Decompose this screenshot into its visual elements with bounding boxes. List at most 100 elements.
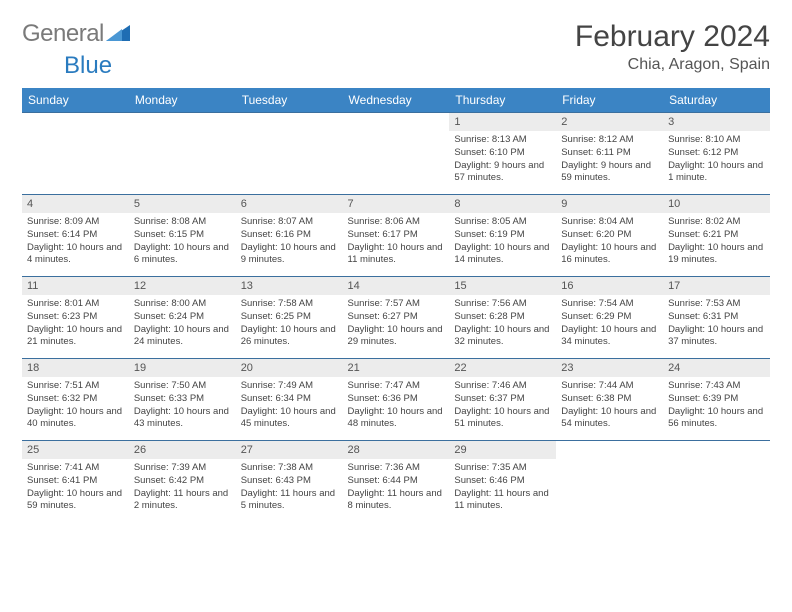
month-title: February 2024 [575, 20, 770, 54]
daylight-text: Daylight: 10 hours and 21 minutes. [27, 324, 124, 350]
sunrise-text: Sunrise: 8:06 AM [348, 216, 445, 229]
calendar-cell: 9Sunrise: 8:04 AMSunset: 6:20 PMDaylight… [556, 195, 663, 277]
day-number: 17 [663, 277, 770, 295]
day-number: 24 [663, 359, 770, 377]
calendar-cell [129, 113, 236, 195]
day-content: Sunrise: 7:51 AMSunset: 6:32 PMDaylight:… [22, 377, 129, 436]
brand-word-2: Blue [64, 52, 112, 79]
day-number: 22 [449, 359, 556, 377]
daylight-text: Daylight: 10 hours and 11 minutes. [348, 242, 445, 268]
sunrise-text: Sunrise: 8:05 AM [454, 216, 551, 229]
day-number: 4 [22, 195, 129, 213]
calendar-cell: 15Sunrise: 7:56 AMSunset: 6:28 PMDayligh… [449, 277, 556, 359]
sunrise-text: Sunrise: 8:00 AM [134, 298, 231, 311]
day-content: Sunrise: 8:07 AMSunset: 6:16 PMDaylight:… [236, 213, 343, 272]
sunrise-text: Sunrise: 8:08 AM [134, 216, 231, 229]
day-content: Sunrise: 8:12 AMSunset: 6:11 PMDaylight:… [556, 131, 663, 190]
day-number: 2 [556, 113, 663, 131]
day-number: 6 [236, 195, 343, 213]
daylight-text: Daylight: 10 hours and 4 minutes. [27, 242, 124, 268]
day-number: 29 [449, 441, 556, 459]
day-content: Sunrise: 7:54 AMSunset: 6:29 PMDaylight:… [556, 295, 663, 354]
daylight-text: Daylight: 10 hours and 1 minute. [668, 160, 765, 186]
sunset-text: Sunset: 6:33 PM [134, 393, 231, 406]
sunrise-text: Sunrise: 7:43 AM [668, 380, 765, 393]
calendar-cell: 19Sunrise: 7:50 AMSunset: 6:33 PMDayligh… [129, 359, 236, 441]
brand-word-2-wrap: Blue [22, 52, 770, 80]
sunrise-text: Sunrise: 7:39 AM [134, 462, 231, 475]
calendar-cell: 13Sunrise: 7:58 AMSunset: 6:25 PMDayligh… [236, 277, 343, 359]
sunrise-text: Sunrise: 7:49 AM [241, 380, 338, 393]
sunrise-text: Sunrise: 7:46 AM [454, 380, 551, 393]
sunset-text: Sunset: 6:21 PM [668, 229, 765, 242]
daylight-text: Daylight: 10 hours and 40 minutes. [27, 406, 124, 432]
sunset-text: Sunset: 6:39 PM [668, 393, 765, 406]
daylight-text: Daylight: 10 hours and 43 minutes. [134, 406, 231, 432]
sunrise-text: Sunrise: 8:01 AM [27, 298, 124, 311]
day-number: 11 [22, 277, 129, 295]
calendar-cell: 12Sunrise: 8:00 AMSunset: 6:24 PMDayligh… [129, 277, 236, 359]
day-content: Sunrise: 7:36 AMSunset: 6:44 PMDaylight:… [343, 459, 450, 518]
calendar-cell [236, 113, 343, 195]
day-content: Sunrise: 7:50 AMSunset: 6:33 PMDaylight:… [129, 377, 236, 436]
day-number: 13 [236, 277, 343, 295]
sunrise-text: Sunrise: 7:50 AM [134, 380, 231, 393]
day-header: Monday [129, 88, 236, 113]
day-content: Sunrise: 7:58 AMSunset: 6:25 PMDaylight:… [236, 295, 343, 354]
daylight-text: Daylight: 10 hours and 54 minutes. [561, 406, 658, 432]
calendar-cell: 16Sunrise: 7:54 AMSunset: 6:29 PMDayligh… [556, 277, 663, 359]
sunset-text: Sunset: 6:11 PM [561, 147, 658, 160]
daylight-text: Daylight: 10 hours and 51 minutes. [454, 406, 551, 432]
day-content: Sunrise: 7:38 AMSunset: 6:43 PMDaylight:… [236, 459, 343, 518]
day-number: 12 [129, 277, 236, 295]
day-header-row: SundayMondayTuesdayWednesdayThursdayFrid… [22, 88, 770, 113]
daylight-text: Daylight: 10 hours and 19 minutes. [668, 242, 765, 268]
sunrise-text: Sunrise: 7:47 AM [348, 380, 445, 393]
daylight-text: Daylight: 10 hours and 59 minutes. [27, 488, 124, 514]
day-header: Wednesday [343, 88, 450, 113]
day-header: Tuesday [236, 88, 343, 113]
daylight-text: Daylight: 10 hours and 9 minutes. [241, 242, 338, 268]
calendar-week-row: 1Sunrise: 8:13 AMSunset: 6:10 PMDaylight… [22, 113, 770, 195]
sunset-text: Sunset: 6:42 PM [134, 475, 231, 488]
day-content: Sunrise: 8:06 AMSunset: 6:17 PMDaylight:… [343, 213, 450, 272]
day-number: 5 [129, 195, 236, 213]
sunset-text: Sunset: 6:37 PM [454, 393, 551, 406]
sunrise-text: Sunrise: 7:58 AM [241, 298, 338, 311]
calendar-week-row: 18Sunrise: 7:51 AMSunset: 6:32 PMDayligh… [22, 359, 770, 441]
sunset-text: Sunset: 6:15 PM [134, 229, 231, 242]
sunrise-text: Sunrise: 8:07 AM [241, 216, 338, 229]
day-content: Sunrise: 8:10 AMSunset: 6:12 PMDaylight:… [663, 131, 770, 190]
daylight-text: Daylight: 9 hours and 59 minutes. [561, 160, 658, 186]
sunset-text: Sunset: 6:24 PM [134, 311, 231, 324]
sunrise-text: Sunrise: 8:12 AM [561, 134, 658, 147]
day-content: Sunrise: 8:13 AMSunset: 6:10 PMDaylight:… [449, 131, 556, 190]
day-number: 15 [449, 277, 556, 295]
day-number: 21 [343, 359, 450, 377]
sunset-text: Sunset: 6:17 PM [348, 229, 445, 242]
sunrise-text: Sunrise: 7:44 AM [561, 380, 658, 393]
daylight-text: Daylight: 10 hours and 37 minutes. [668, 324, 765, 350]
brand-word-1: General [22, 20, 104, 48]
daylight-text: Daylight: 9 hours and 57 minutes. [454, 160, 551, 186]
calendar-cell: 2Sunrise: 8:12 AMSunset: 6:11 PMDaylight… [556, 113, 663, 195]
daylight-text: Daylight: 10 hours and 29 minutes. [348, 324, 445, 350]
calendar-cell: 14Sunrise: 7:57 AMSunset: 6:27 PMDayligh… [343, 277, 450, 359]
calendar-cell: 22Sunrise: 7:46 AMSunset: 6:37 PMDayligh… [449, 359, 556, 441]
sunset-text: Sunset: 6:16 PM [241, 229, 338, 242]
day-content: Sunrise: 8:09 AMSunset: 6:14 PMDaylight:… [22, 213, 129, 272]
sunset-text: Sunset: 6:25 PM [241, 311, 338, 324]
calendar-cell: 8Sunrise: 8:05 AMSunset: 6:19 PMDaylight… [449, 195, 556, 277]
daylight-text: Daylight: 11 hours and 11 minutes. [454, 488, 551, 514]
sunrise-text: Sunrise: 8:10 AM [668, 134, 765, 147]
sunset-text: Sunset: 6:43 PM [241, 475, 338, 488]
calendar-body: 1Sunrise: 8:13 AMSunset: 6:10 PMDaylight… [22, 113, 770, 523]
day-content: Sunrise: 7:46 AMSunset: 6:37 PMDaylight:… [449, 377, 556, 436]
day-number: 20 [236, 359, 343, 377]
day-header: Friday [556, 88, 663, 113]
day-content: Sunrise: 7:56 AMSunset: 6:28 PMDaylight:… [449, 295, 556, 354]
sunset-text: Sunset: 6:14 PM [27, 229, 124, 242]
day-content: Sunrise: 7:35 AMSunset: 6:46 PMDaylight:… [449, 459, 556, 518]
day-number: 9 [556, 195, 663, 213]
calendar-cell: 27Sunrise: 7:38 AMSunset: 6:43 PMDayligh… [236, 441, 343, 523]
